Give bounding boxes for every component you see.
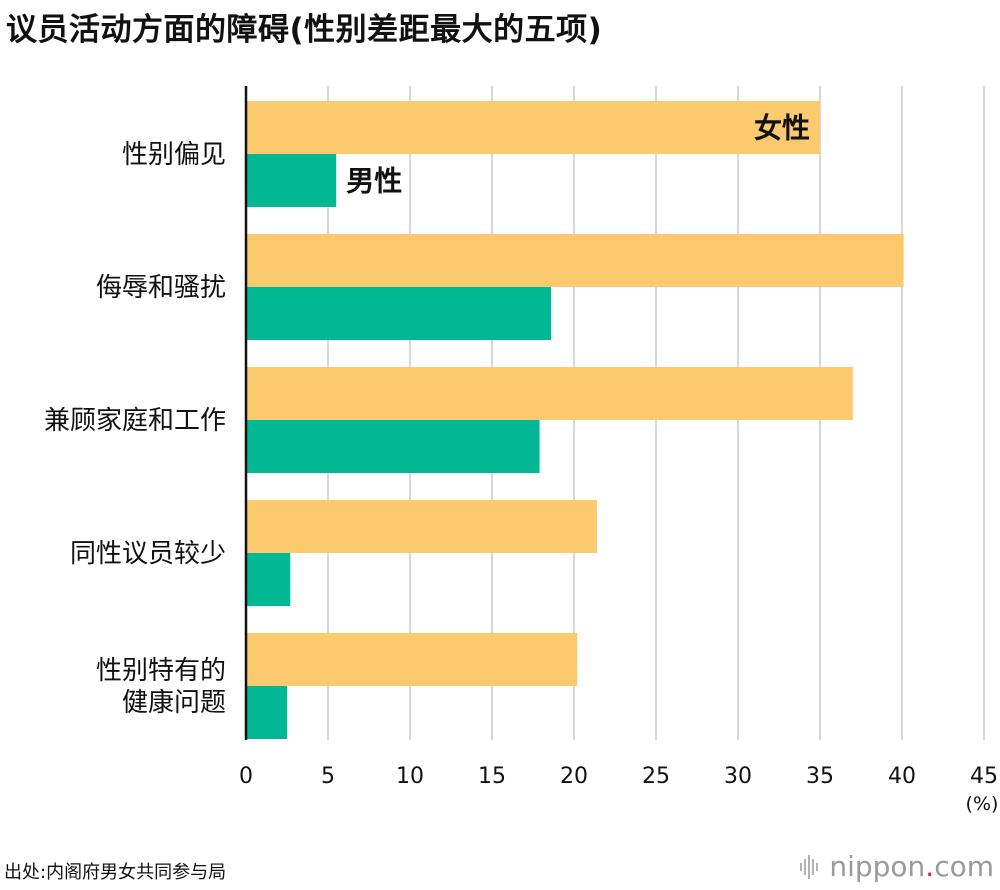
- category-label-line: 健康问题: [122, 688, 226, 718]
- bar-male-1: [246, 154, 337, 207]
- category-label-line: 侮辱和骚扰: [96, 273, 226, 303]
- brand-logo: nippon.com: [800, 850, 994, 883]
- x-tick-label-35: 35: [806, 764, 834, 789]
- brand-dot: .: [925, 850, 935, 883]
- x-tick-label-45: 45: [970, 764, 998, 789]
- x-tick-label-0: 0: [239, 764, 253, 789]
- source-note: 出处:内阁府男女共同参与局: [4, 862, 227, 883]
- category-label-3: 兼顾家庭和工作: [44, 406, 226, 436]
- series-label-male: 男性: [346, 165, 402, 198]
- category-label-5: 性别特有的健康问题: [96, 656, 226, 718]
- bar-female-5: [246, 633, 578, 686]
- x-tick-label-25: 25: [642, 764, 670, 789]
- x-tick-label-30: 30: [724, 764, 752, 789]
- series-label-female: 女性: [754, 112, 810, 145]
- x-axis-unit-label: (%): [966, 793, 999, 815]
- x-tick-label-10: 10: [396, 764, 424, 789]
- bar-female-4: [246, 500, 597, 553]
- x-tick-label-20: 20: [560, 764, 588, 789]
- x-tick-label-15: 15: [478, 764, 506, 789]
- bar-male-4: [246, 553, 291, 606]
- category-label-line: 性别特有的: [96, 656, 226, 686]
- category-label-line: 兼顾家庭和工作: [44, 406, 226, 436]
- bar-male-3: [246, 420, 540, 473]
- brand-suffix: com: [934, 850, 994, 883]
- category-label-4: 同性议员较少: [70, 539, 226, 569]
- category-label-1: 性别偏见: [122, 140, 226, 170]
- bar-female-3: [246, 367, 853, 420]
- bar-male-5: [246, 686, 287, 739]
- category-label-2: 侮辱和骚扰: [96, 273, 226, 303]
- category-label-line: 性别偏见: [122, 140, 226, 170]
- x-tick-label-40: 40: [888, 764, 916, 789]
- bar-female-1: [246, 101, 820, 154]
- bar-female-2: [246, 234, 904, 287]
- chart-title: 议员活动方面的障碍(性别差距最大的五项): [6, 12, 603, 48]
- category-label-line: 同性议员较少: [70, 539, 226, 569]
- brand-name: nippon: [829, 850, 926, 883]
- bar-male-2: [246, 287, 552, 340]
- x-tick-label-5: 5: [321, 764, 335, 789]
- nippon-logo-icon: [800, 854, 819, 879]
